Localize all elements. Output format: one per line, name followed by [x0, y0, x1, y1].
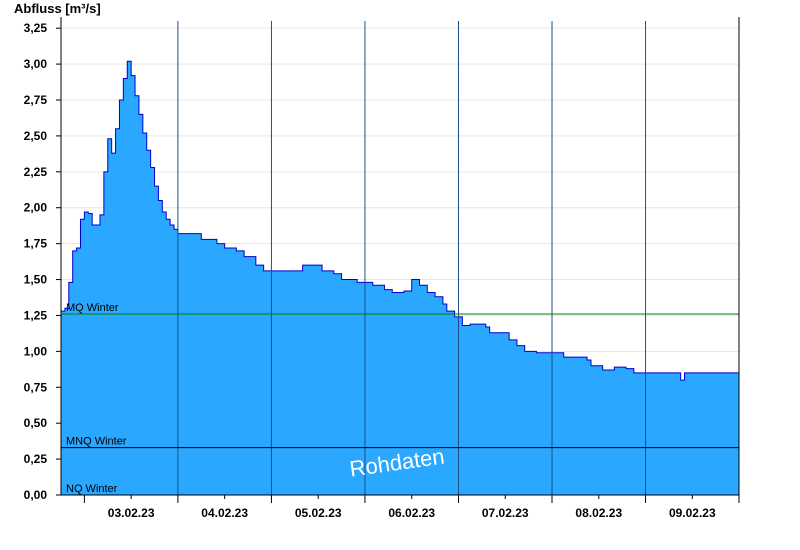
series-line	[61, 60, 739, 381]
y-tick-label: 0,25	[24, 452, 48, 466]
y-ticks: 0,00 0,25 0,50 0,75 1,00 1,25 1,50 1,75 2,00 2,25…	[24, 21, 61, 502]
x-tick-label: 04.02.23	[201, 506, 248, 520]
y-tick-label: 1,75	[24, 237, 48, 251]
x-tick-label: 05.02.23	[295, 506, 342, 520]
y-tick-label: 2,25	[24, 165, 48, 179]
y-tick-label: 2,50	[24, 129, 48, 143]
y-tick-label: 0,75	[24, 380, 48, 394]
axes	[60, 17, 740, 496]
y-tick-label: 3,25	[24, 21, 48, 35]
series-area	[61, 60, 739, 496]
day-separators	[177, 21, 647, 495]
x-tick-label: 09.02.23	[669, 506, 716, 520]
x-ticks: 03.02.23 04.02.23 05.02.23 06.02.23 07.02.23…	[83, 495, 740, 520]
series-fill	[61, 61, 739, 496]
reference-label: NQ Winter	[66, 483, 118, 495]
x-tick-label: 08.02.23	[575, 506, 622, 520]
y-tick-label: 2,00	[24, 201, 48, 215]
x-tick-label: 07.02.23	[482, 506, 529, 520]
y-tick-label: 1,50	[24, 273, 48, 287]
y-tick-label: 1,00	[24, 344, 48, 358]
x-tick-label: 06.02.23	[388, 506, 435, 520]
y-tick-label: 1,25	[24, 308, 48, 322]
reference-label: MQ Winter	[66, 302, 119, 314]
y-tick-label: 0,00	[24, 488, 48, 502]
reference-label: MNQ Winter	[66, 436, 127, 448]
y-axis-label: Abfluss [m³/s]	[14, 1, 101, 16]
x-tick-label: 03.02.23	[108, 506, 155, 520]
y-tick-label: 3,00	[24, 57, 48, 71]
reference-lines: MQ Winter MNQ Winter NQ Winter	[61, 302, 739, 495]
y-tick-label: 0,50	[24, 416, 48, 430]
y-tick-label: 2,75	[24, 93, 48, 107]
